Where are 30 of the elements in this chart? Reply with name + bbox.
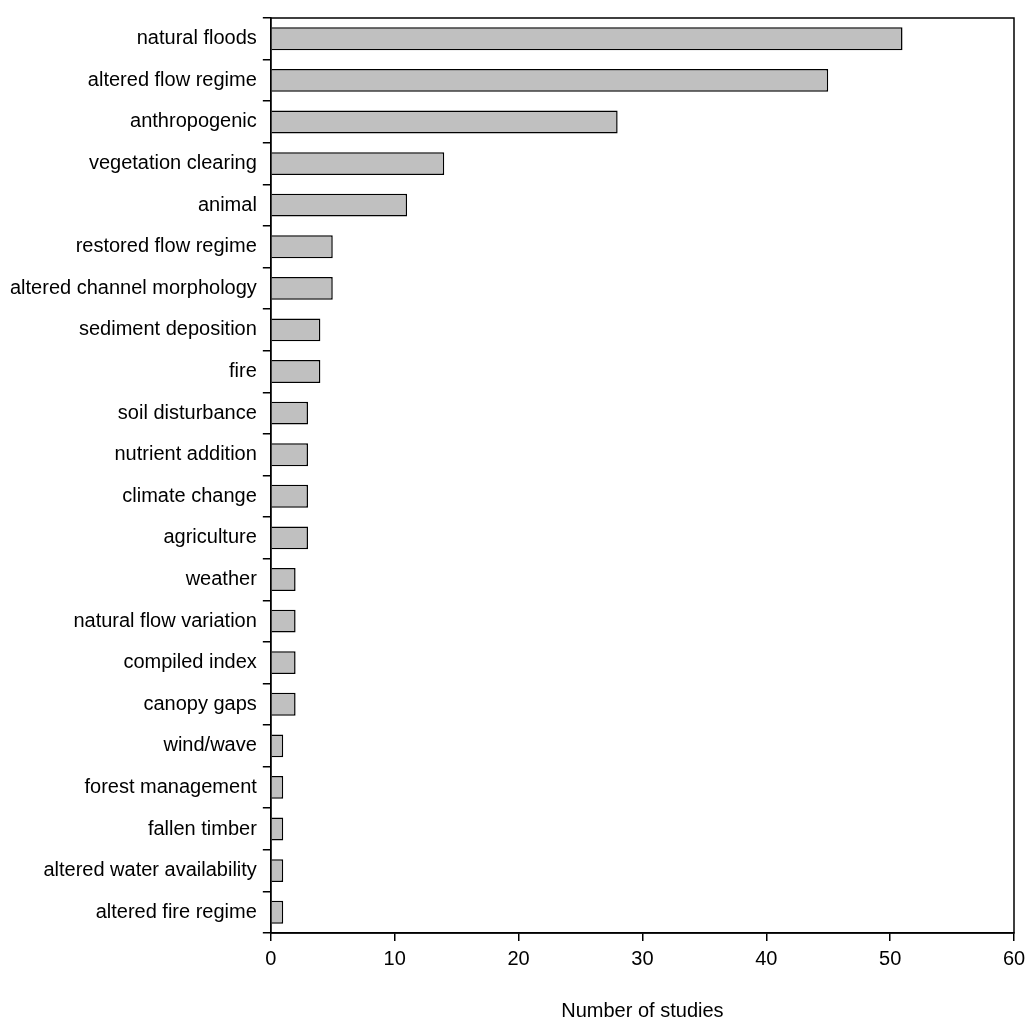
y-tick-label: weather — [184, 566, 258, 589]
y-tick-label: animal — [197, 192, 257, 215]
y-tick-label: compiled index — [123, 650, 257, 673]
y-tick-label: altered water availability — [43, 858, 257, 881]
y-tick-label: natural floods — [136, 26, 257, 49]
x-tick-label: 30 — [631, 946, 654, 969]
y-tick-label: sediment deposition — [78, 317, 257, 340]
y-tick-label: wind/wave — [162, 733, 257, 756]
y-tick-label: nutrient addition — [114, 442, 257, 465]
x-tick-label: 20 — [507, 946, 530, 969]
y-tick-label: agriculture — [163, 525, 257, 548]
y-tick-label: altered channel morphology — [10, 275, 257, 298]
y-tick-label: soil disturbance — [117, 400, 257, 423]
y-tick-label: forest management — [84, 774, 258, 797]
y-tick-label: fallen timber — [147, 816, 258, 839]
x-tick-label: 10 — [383, 946, 406, 969]
x-tick-label: 40 — [755, 946, 778, 969]
y-tick-label: altered fire regime — [95, 899, 257, 922]
y-tick-label: canopy gaps — [143, 691, 257, 714]
x-tick-label: 0 — [265, 946, 277, 969]
y-tick-label: climate change — [122, 483, 257, 506]
x-tick-label: 60 — [1002, 946, 1026, 969]
y-tick-label: natural flow variation — [73, 608, 257, 631]
y-tick-label: altered flow regime — [87, 67, 257, 90]
x-axis-title: Number of studies — [561, 998, 724, 1021]
x-tick-label: 50 — [879, 946, 902, 969]
y-tick-label: restored flow regime — [75, 234, 257, 257]
y-tick-label: vegetation clearing — [88, 151, 257, 174]
y-tick-label: fire — [229, 359, 257, 382]
y-tick-label: anthropogenic — [130, 109, 257, 132]
